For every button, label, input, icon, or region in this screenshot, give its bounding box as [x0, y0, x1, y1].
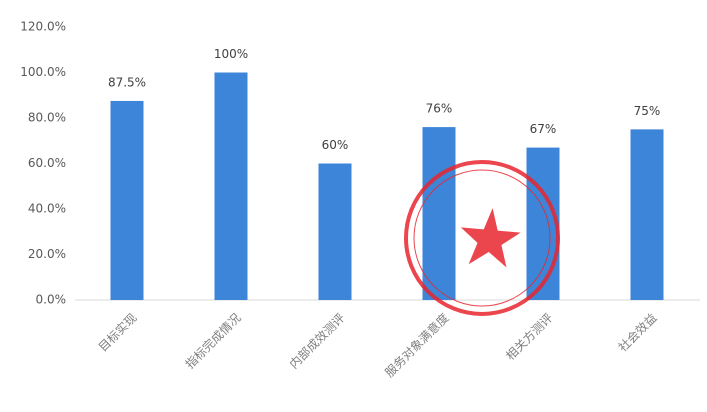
bar [318, 163, 352, 300]
bar [630, 129, 664, 300]
bar [110, 100, 144, 300]
value-label: 76% [426, 102, 453, 116]
x-tick-label: 指标完成情况 [182, 310, 244, 372]
y-tick-label: 100.0% [20, 65, 66, 79]
x-tick-label: 目标实现 [95, 310, 140, 355]
y-tick-label: 40.0% [28, 202, 66, 216]
stamp [404, 160, 560, 316]
stamp-inner-ring [413, 169, 551, 307]
x-tick-label: 服务对象满意度 [382, 310, 452, 380]
x-tick-label: 内部成效测评 [286, 310, 348, 372]
stamp-star [460, 208, 521, 268]
value-label: 87.5% [108, 75, 146, 89]
y-tick-label: 0.0% [36, 293, 67, 307]
bar [214, 72, 248, 300]
x-tick-label: 相关方测评 [503, 310, 556, 363]
value-label: 100% [214, 47, 248, 61]
bar [422, 127, 456, 300]
value-label: 75% [634, 104, 661, 118]
value-label: 60% [322, 138, 349, 152]
y-tick-label: 80.0% [28, 111, 66, 125]
x-tick-label: 社会效益 [615, 310, 660, 355]
y-tick-label: 20.0% [28, 247, 66, 261]
stamp-ring [404, 160, 560, 316]
value-label: 67% [530, 122, 557, 136]
y-tick-label: 120.0% [20, 20, 66, 34]
bar [526, 147, 560, 300]
y-tick-label: 60.0% [28, 156, 66, 170]
